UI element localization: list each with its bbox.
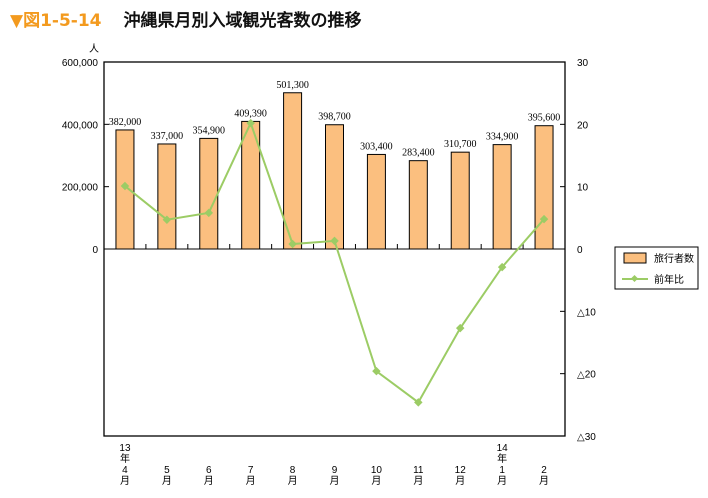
left-axis-unit: 人 <box>89 43 99 55</box>
x-tick-label: 月 <box>162 475 172 487</box>
bar-data-label: 334,900 <box>486 132 519 143</box>
x-tick-label: 月 <box>371 475 381 487</box>
bar <box>325 124 344 250</box>
chart-title: ▼図1-5-14 沖縄県月別入域観光客数の推移 <box>10 6 362 31</box>
x-tick-label: 13 <box>119 443 131 454</box>
x-tick-label: 月 <box>455 475 465 487</box>
x-tick-label: 12 <box>455 465 467 476</box>
legend-line-marker <box>630 274 639 283</box>
line-point <box>246 118 255 128</box>
bar <box>199 137 219 250</box>
bar <box>492 144 512 250</box>
line-point <box>162 215 172 224</box>
left-tick-label: 0 <box>92 245 98 256</box>
x-tick-label: 5 <box>164 465 170 476</box>
line-point <box>330 236 339 246</box>
right-tick-label: 20 <box>577 120 589 131</box>
x-tick-label: 月 <box>246 475 256 487</box>
legend-bar-swatch <box>623 252 647 264</box>
line-point <box>120 181 130 191</box>
figure-number: ▼図1-5-14 <box>10 11 102 31</box>
x-tick-label: 月 <box>120 475 130 487</box>
bar-data-label: 337,000 <box>151 131 184 142</box>
x-tick-label: 月 <box>330 475 340 487</box>
x-tick-label: 月 <box>204 475 214 487</box>
bar <box>283 92 303 250</box>
x-tick-label: 4 <box>122 465 128 476</box>
right-tick-label: 0 <box>577 245 583 256</box>
x-tick-label: 月 <box>288 475 298 487</box>
right-tick-label: 30 <box>577 58 589 69</box>
right-tick-label: 10 <box>577 183 589 194</box>
x-tick-label: 月 <box>413 475 423 487</box>
bar-data-label: 398,700 <box>318 112 351 123</box>
bar-data-label: 501,300 <box>276 80 309 91</box>
bar-data-label: 409,390 <box>234 108 267 119</box>
legend-label: 旅行者数 <box>654 252 694 265</box>
line-point <box>288 239 297 249</box>
title-text: 沖縄県月別入域観光客数の推移 <box>123 11 362 31</box>
right-tick-label: △30 <box>577 432 596 443</box>
bar-data-label: 283,400 <box>402 148 435 159</box>
bar <box>534 125 554 250</box>
bar-data-label: 382,000 <box>109 117 142 128</box>
x-tick-label: 月 <box>539 475 549 487</box>
bar <box>408 160 428 250</box>
left-tick-label: 600,000 <box>62 58 99 69</box>
left-tick-label: 200,000 <box>62 183 99 194</box>
x-tick-label: 6 <box>206 465 212 476</box>
x-tick-label: 年 <box>120 452 130 465</box>
x-tick-label: 9 <box>332 465 338 476</box>
bar-data-label: 303,400 <box>360 141 393 152</box>
x-tick-label: 10 <box>371 465 383 476</box>
x-tick-label: 14 <box>497 443 509 454</box>
bar-data-label: 310,700 <box>444 139 477 150</box>
x-tick-label: 1 <box>499 465 505 476</box>
x-tick-label: 月 <box>497 475 507 487</box>
x-tick-label: 年 <box>497 452 507 465</box>
right-tick-label: △20 <box>577 370 596 381</box>
line-point <box>455 323 465 333</box>
bar <box>450 151 470 250</box>
line-point <box>372 366 381 376</box>
bar-data-label: 395,600 <box>528 113 561 124</box>
left-tick-label: 400,000 <box>62 120 99 131</box>
bar <box>366 153 386 250</box>
legend-label: 前年比 <box>654 273 684 286</box>
x-tick-label: 8 <box>290 465 296 476</box>
bar-data-label: 354,900 <box>193 125 226 136</box>
right-tick-label: △10 <box>577 307 596 318</box>
x-tick-label: 11 <box>413 465 424 476</box>
x-tick-label: 2 <box>541 465 547 476</box>
line-point <box>204 208 214 218</box>
line-point <box>497 262 507 272</box>
bar <box>157 143 177 250</box>
x-tick-label: 7 <box>248 465 254 476</box>
line-point <box>414 398 423 407</box>
